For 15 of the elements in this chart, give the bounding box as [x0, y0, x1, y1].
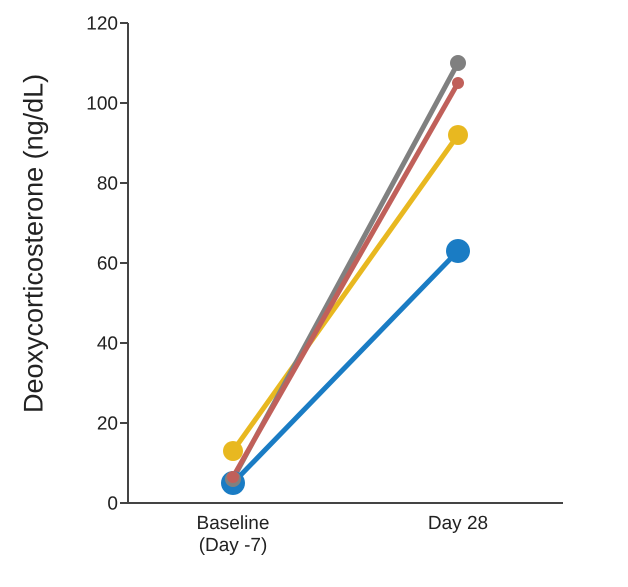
x-tick-label: Baseline (Day -7) [196, 513, 270, 556]
y-tick-label: 40 [96, 334, 118, 355]
y-tick-label: 120 [86, 14, 118, 35]
point [450, 55, 466, 71]
point [448, 125, 468, 145]
y-tick-label: 60 [96, 254, 118, 275]
x-tick-label: Day 28 [428, 513, 488, 534]
y-tick-label: 20 [96, 414, 118, 435]
y-tick-label: 0 [107, 494, 118, 515]
y-tick-label: 100 [86, 94, 118, 115]
point [452, 77, 464, 89]
y-tick-label: 80 [96, 174, 118, 195]
point [223, 441, 243, 461]
point [446, 239, 470, 263]
y-axis-title: Deoxycorticosterone (ng/dL) [18, 74, 49, 413]
